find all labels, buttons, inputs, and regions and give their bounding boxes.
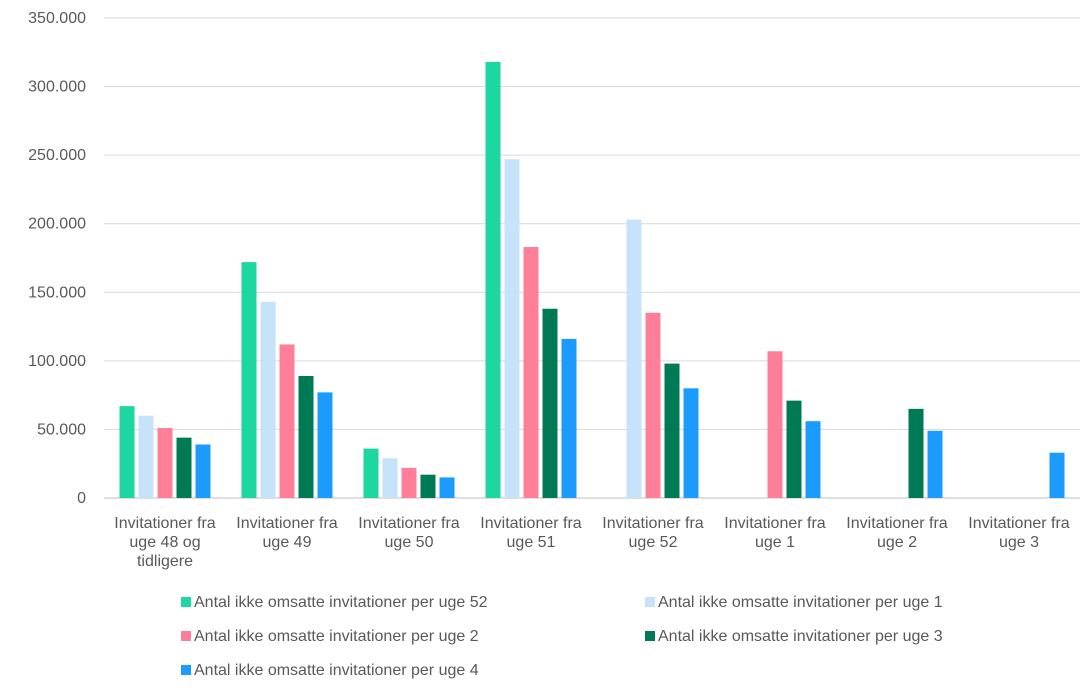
- x-tick-label: Invitationer fra uge 51: [480, 515, 581, 551]
- bar: [363, 448, 379, 498]
- y-tick-label: 50.000: [37, 421, 86, 438]
- x-tick-label: Invitationer fra uge 52: [602, 515, 703, 551]
- bar: [664, 363, 680, 498]
- bar: [1049, 452, 1065, 498]
- bar: [382, 458, 398, 498]
- bar: [767, 351, 783, 498]
- x-tick-label: Invitationer fra uge 2: [846, 515, 947, 551]
- bar: [119, 406, 135, 498]
- y-tick-label: 350.000: [28, 10, 86, 27]
- bar: [420, 474, 436, 498]
- x-tick-label: Invitationer fra uge 1: [724, 515, 825, 551]
- bar: [683, 388, 699, 498]
- legend-label: Antal ikke omsatte invitationer per uge …: [194, 662, 479, 679]
- x-tick-label: Invitationer fra uge 50: [358, 515, 459, 551]
- bar: [523, 247, 539, 498]
- bar: [195, 444, 211, 498]
- bar: [157, 428, 173, 498]
- bar: [908, 408, 924, 498]
- bar: [260, 301, 276, 498]
- bar: [138, 415, 154, 498]
- legend-label: Antal ikke omsatte invitationer per uge …: [658, 594, 943, 611]
- legend-swatch: [181, 665, 191, 675]
- x-tick-label: Invitationer fra uge 48 og tidligere: [114, 515, 215, 570]
- x-tick-label: Invitationer fra uge 49: [236, 515, 337, 551]
- legend-swatch: [645, 597, 655, 607]
- y-axis: 0 50.000 100.000 150.000 200.000 250.000 300.0…: [28, 10, 86, 507]
- x-axis: Invitationer fra uge 48 og tidligere Invita…: [114, 515, 1069, 570]
- bar: [317, 392, 333, 498]
- y-tick-label: 100.000: [28, 353, 86, 370]
- y-tick-label: 0: [77, 490, 86, 507]
- legend-swatch: [181, 631, 191, 641]
- bar: [786, 400, 802, 498]
- legend: Antal ikke omsatte invitationer per uge …: [181, 594, 943, 679]
- y-tick-label: 300.000: [28, 79, 86, 96]
- y-tick-label: 200.000: [28, 216, 86, 233]
- bar: [485, 61, 501, 499]
- bar: [626, 219, 642, 498]
- y-tick-label: 150.000: [28, 284, 86, 301]
- bar: [279, 344, 295, 498]
- bar: [176, 437, 192, 498]
- bar: [561, 338, 577, 498]
- bar: [401, 467, 417, 498]
- bar: [298, 375, 314, 498]
- bar: [927, 430, 943, 498]
- legend-swatch: [181, 597, 191, 607]
- x-tick-label: Invitationer fra uge 3: [968, 515, 1069, 551]
- bar: [542, 308, 558, 498]
- bar: [241, 262, 257, 498]
- legend-swatch: [645, 631, 655, 641]
- legend-label: Antal ikke omsatte invitationer per uge …: [194, 594, 488, 611]
- bar: [805, 421, 821, 498]
- bars: [119, 61, 1065, 499]
- legend-label: Antal ikke omsatte invitationer per uge …: [194, 628, 479, 645]
- bar: [439, 477, 455, 498]
- y-tick-label: 250.000: [28, 147, 86, 164]
- bar: [645, 312, 661, 498]
- legend-label: Antal ikke omsatte invitationer per uge …: [658, 628, 943, 645]
- bar: [504, 159, 520, 498]
